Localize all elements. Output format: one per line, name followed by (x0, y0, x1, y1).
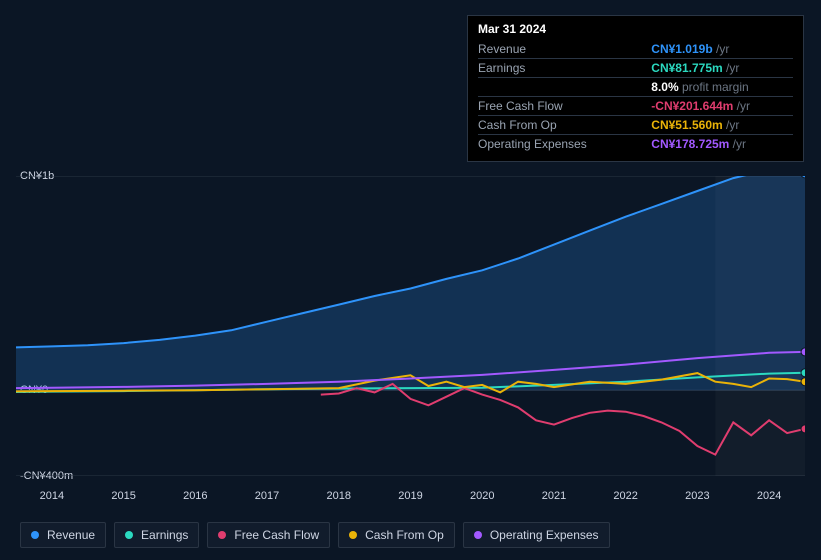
tooltip-row-value: -CN¥201.644m (651, 99, 733, 113)
legend-swatch (31, 531, 39, 539)
legend-swatch (349, 531, 357, 539)
tooltip-row: Operating ExpensesCN¥178.725m /yr (478, 135, 793, 154)
x-tick-label: 2021 (542, 490, 566, 502)
tooltip-row-label: Free Cash Flow (478, 97, 651, 116)
legend-swatch (474, 531, 482, 539)
legend-item[interactable]: Free Cash Flow (207, 522, 330, 548)
x-tick-label: 2017 (255, 490, 279, 502)
legend-label: Revenue (47, 528, 95, 542)
tooltip-row-label: Earnings (478, 59, 651, 78)
tooltip-row: Free Cash Flow-CN¥201.644m /yr (478, 97, 793, 116)
chart: CN¥1bCN¥0-CN¥400m20142015201620172018201… (16, 150, 805, 510)
tooltip-row: EarningsCN¥81.775m /yr (478, 59, 793, 78)
tooltip-row: 8.0% profit margin (478, 78, 793, 97)
chart-tooltip: Mar 31 2024RevenueCN¥1.019b /yrEarningsC… (467, 15, 804, 162)
x-tick-label: 2014 (40, 490, 64, 502)
legend-label: Operating Expenses (490, 528, 599, 542)
tooltip-row-unit: /yr (723, 118, 740, 132)
x-tick-label: 2023 (685, 490, 709, 502)
series-end-marker (801, 425, 805, 433)
tooltip-row-label: Revenue (478, 40, 651, 59)
tooltip-row-unit: /yr (713, 42, 730, 56)
legend-item[interactable]: Operating Expenses (463, 522, 610, 548)
legend-item[interactable]: Revenue (20, 522, 106, 548)
series-end-marker (801, 378, 805, 386)
legend-swatch (218, 531, 226, 539)
x-tick-label: 2018 (327, 490, 351, 502)
tooltip-row-value: 8.0% (651, 80, 678, 94)
tooltip-row-value: CN¥178.725m (651, 137, 729, 151)
tooltip-row: RevenueCN¥1.019b /yr (478, 40, 793, 59)
legend-label: Earnings (141, 528, 188, 542)
tooltip-row-label: Operating Expenses (478, 135, 651, 154)
legend-item[interactable]: Cash From Op (338, 522, 455, 548)
tooltip-row-unit: /yr (733, 99, 750, 113)
x-axis-labels: 2014 2015 2016 2017 2018 2019 2020 2021 2022 2023… (16, 490, 805, 510)
tooltip-row-label: Cash From Op (478, 116, 651, 135)
x-tick-label: 2019 (398, 490, 422, 502)
legend: Revenue Earnings Free Cash Flow Cash From O… (20, 522, 610, 548)
series-end-marker (801, 369, 805, 377)
tooltip-row-value: CN¥51.560m (651, 118, 722, 132)
tooltip-row-value: CN¥1.019b (651, 42, 712, 56)
tooltip-row-label (478, 78, 651, 97)
series-end-marker (801, 348, 805, 356)
tooltip-date: Mar 31 2024 (478, 22, 793, 36)
tooltip-row-unit: /yr (723, 61, 740, 75)
legend-label: Cash From Op (365, 528, 444, 542)
plot-area[interactable] (16, 176, 805, 476)
legend-item[interactable]: Earnings (114, 522, 199, 548)
legend-label: Free Cash Flow (234, 528, 319, 542)
tooltip-row-unit: /yr (729, 137, 746, 151)
tooltip-row-unit: profit margin (679, 80, 749, 94)
tooltip-row: Cash From OpCN¥51.560m /yr (478, 116, 793, 135)
x-tick-label: 2022 (613, 490, 637, 502)
x-tick-label: 2024 (757, 490, 781, 502)
x-tick-label: 2015 (111, 490, 135, 502)
tooltip-row-value: CN¥81.775m (651, 61, 722, 75)
x-tick-label: 2020 (470, 490, 494, 502)
x-tick-label: 2016 (183, 490, 207, 502)
legend-swatch (125, 531, 133, 539)
